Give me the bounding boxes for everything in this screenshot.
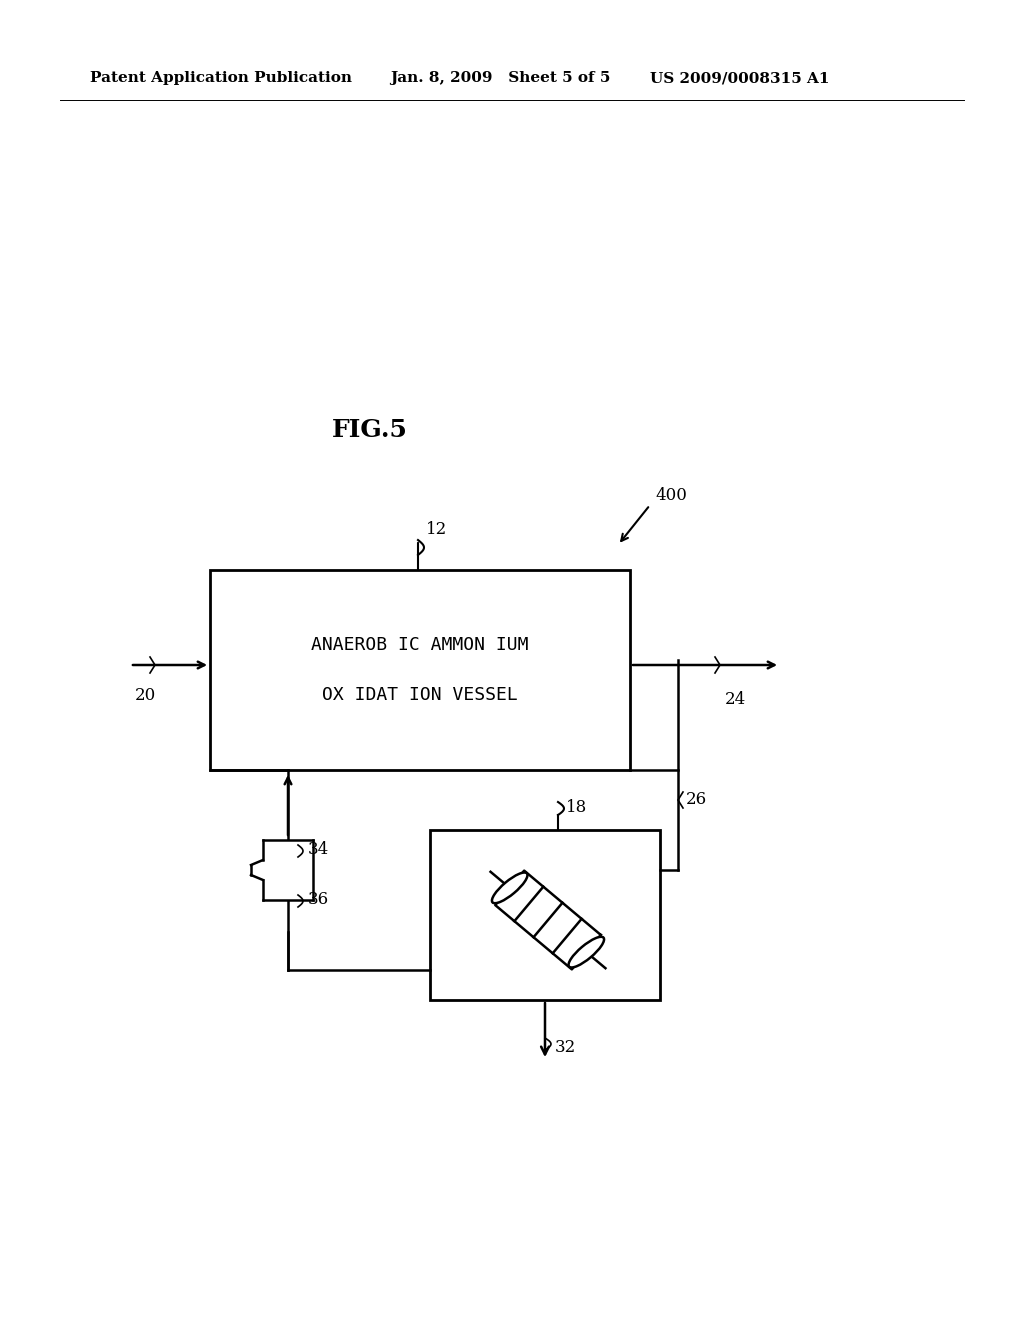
- Ellipse shape: [492, 873, 527, 903]
- Text: Patent Application Publication: Patent Application Publication: [90, 71, 352, 84]
- Bar: [430, 830, 660, 1001]
- Text: 36: 36: [308, 891, 329, 908]
- Text: 26: 26: [686, 792, 708, 808]
- Text: FIG.5: FIG.5: [332, 418, 408, 442]
- Text: 32: 32: [555, 1040, 577, 1056]
- Text: US 2009/0008315 A1: US 2009/0008315 A1: [650, 71, 829, 84]
- Text: 24: 24: [725, 692, 746, 709]
- Text: 34: 34: [308, 842, 330, 858]
- Text: 20: 20: [135, 686, 157, 704]
- Text: OX IDAT ION VESSEL: OX IDAT ION VESSEL: [323, 686, 518, 704]
- Bar: [263, 840, 313, 900]
- Bar: [210, 570, 630, 770]
- Text: 400: 400: [655, 487, 687, 503]
- Text: Jan. 8, 2009   Sheet 5 of 5: Jan. 8, 2009 Sheet 5 of 5: [390, 71, 610, 84]
- Text: 12: 12: [426, 521, 447, 539]
- Text: ANAEROB IC AMMON IUM: ANAEROB IC AMMON IUM: [311, 636, 528, 653]
- Text: 18: 18: [566, 800, 587, 817]
- Ellipse shape: [568, 937, 604, 968]
